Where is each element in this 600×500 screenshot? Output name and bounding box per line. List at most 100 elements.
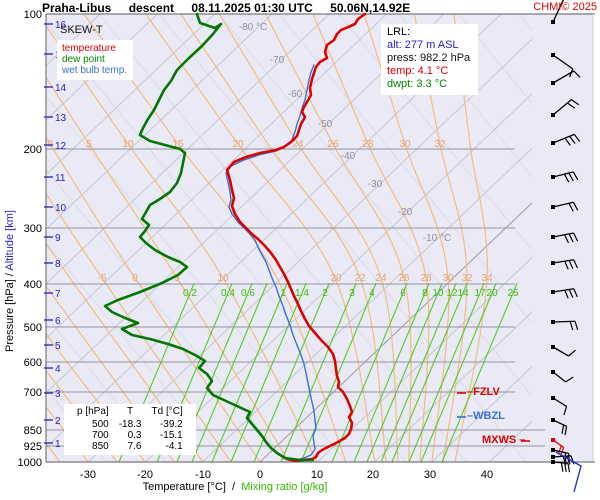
wind-barb [551, 345, 576, 357]
svg-text:200: 200 [24, 144, 42, 156]
svg-text:6: 6 [55, 316, 61, 327]
svg-text:13: 13 [55, 113, 67, 124]
svg-text:32: 32 [461, 273, 473, 284]
svg-text:-30: -30 [80, 469, 96, 481]
curve-legend: temperature dew point wet bulb temp. [57, 40, 134, 80]
svg-text:10: 10 [55, 203, 67, 214]
svg-text:0.6: 0.6 [241, 288, 255, 299]
wind-barb [551, 201, 579, 212]
svg-text:20: 20 [367, 469, 379, 481]
svg-text:24: 24 [292, 139, 304, 150]
lrl-row: alt: 277 m ASL [387, 39, 459, 51]
svg-text:6: 6 [400, 288, 406, 299]
svg-text:20: 20 [486, 288, 498, 299]
svg-text:3: 3 [349, 288, 355, 299]
svg-text:15: 15 [172, 139, 184, 150]
wind-barb-column [551, 0, 582, 493]
svg-text:30: 30 [399, 139, 411, 150]
table-row: 700 0.3 -15.1 [72, 430, 188, 441]
svg-text:30: 30 [442, 273, 454, 284]
wind-barb [551, 259, 578, 270]
svg-text:700: 700 [24, 387, 42, 399]
table-cell: 0.3 [127, 430, 142, 441]
temperature-curve [225, 12, 367, 463]
svg-text:850: 850 [24, 425, 42, 437]
svg-text:20: 20 [330, 273, 342, 284]
wind-barb [551, 288, 578, 299]
svg-text:8: 8 [55, 259, 61, 270]
x-axis-title-mixing: Mixing ratio [g/kg] [241, 481, 328, 493]
svg-text:10: 10 [122, 139, 134, 150]
max-wind-label: MXWS – [482, 434, 526, 446]
svg-text:8: 8 [422, 288, 428, 299]
svg-text:5: 5 [86, 139, 92, 150]
svg-text:400: 400 [24, 279, 42, 291]
credit-label: CHMI© 2025 [533, 1, 597, 13]
svg-text:26: 26 [327, 139, 339, 150]
svg-text:14: 14 [457, 288, 469, 299]
svg-text:5: 5 [174, 273, 180, 284]
svg-text:500: 500 [24, 322, 42, 334]
svg-text:28: 28 [420, 273, 432, 284]
svg-text:1000: 1000 [18, 457, 42, 469]
table-header: p [hPa] [77, 406, 109, 417]
svg-text:32: 32 [434, 139, 446, 150]
diagram-type-label: SKEW-T [60, 24, 103, 36]
svg-text:-10 °C: -10 °C [423, 233, 451, 244]
svg-text:10: 10 [432, 288, 444, 299]
levels-table: p [hPa] T Td [°C] 500 -18.3 -39.2 700 0.3 -15.1 8… [64, 404, 196, 455]
axis-ticks: 1002003004005006007008509251000161514131… [18, 9, 494, 481]
dew-point-curve [103, 12, 315, 462]
wind-barb [551, 320, 579, 331]
station-name: Praha-Libus [42, 1, 112, 15]
wind-barb [551, 133, 581, 146]
svg-text:-10: -10 [195, 469, 211, 481]
svg-text:-70: -70 [270, 55, 285, 66]
svg-text:2: 2 [322, 288, 328, 299]
svg-text:11: 11 [55, 173, 66, 184]
svg-text:-30: -30 [368, 179, 383, 190]
y-axis-title-sep: / [4, 273, 16, 277]
wind-barb [551, 370, 574, 383]
svg-text:20: 20 [232, 139, 244, 150]
legend-item: temperature [62, 43, 116, 54]
freezing-level-label: –FZLV [467, 386, 500, 398]
y-axis-title-altitude: Altitude [km] [4, 210, 16, 271]
wind-barb [551, 171, 579, 183]
svg-text:0: 0 [257, 469, 263, 481]
lrl-row: temp: 4.1 °C [387, 65, 449, 77]
svg-text:300: 300 [24, 223, 42, 235]
svg-text:-20: -20 [137, 469, 153, 481]
svg-text:7: 7 [55, 289, 61, 300]
svg-text:30: 30 [424, 469, 436, 481]
y-axis-title: Pressure [hPa] / Altitude [km] [4, 141, 16, 421]
svg-text:25: 25 [507, 288, 519, 299]
svg-text:-80 °C: -80 °C [239, 22, 267, 33]
svg-text:5: 5 [55, 341, 61, 352]
svg-text:100: 100 [24, 9, 42, 21]
table-cell: -4.1 [165, 441, 183, 452]
svg-text:1: 1 [55, 439, 61, 450]
wind-barb [551, 70, 581, 85]
svg-text:-40: -40 [341, 151, 356, 162]
svg-text:24: 24 [375, 273, 387, 284]
svg-text:-50: -50 [318, 119, 333, 130]
svg-text:3: 3 [55, 389, 61, 400]
table-cell: 7.6 [127, 441, 142, 452]
svg-text:925: 925 [24, 441, 42, 453]
sounding-mode: descent [128, 1, 175, 15]
chart-title: Praha-Libus descent 08.11.2025 01:30 UTC… [42, 1, 424, 15]
lrl-row: dwpt: 3.3 °C [387, 78, 448, 90]
svg-text:22: 22 [354, 273, 366, 284]
svg-text:0.4: 0.4 [221, 288, 235, 299]
legend-item: wet bulb temp. [62, 65, 128, 76]
svg-text:-20: -20 [398, 207, 413, 218]
table-row: 850 7.6 -4.1 [72, 441, 188, 452]
svg-text:0.2: 0.2 [183, 288, 197, 299]
svg-text:12: 12 [55, 141, 67, 152]
table-cell: 850 [92, 441, 109, 452]
lrl-info-box: LRL: alt: 277 m ASL press: 982.2 hPa temp:… [381, 24, 479, 95]
wet-bulb-curve [225, 64, 317, 461]
svg-text:40: 40 [481, 469, 493, 481]
